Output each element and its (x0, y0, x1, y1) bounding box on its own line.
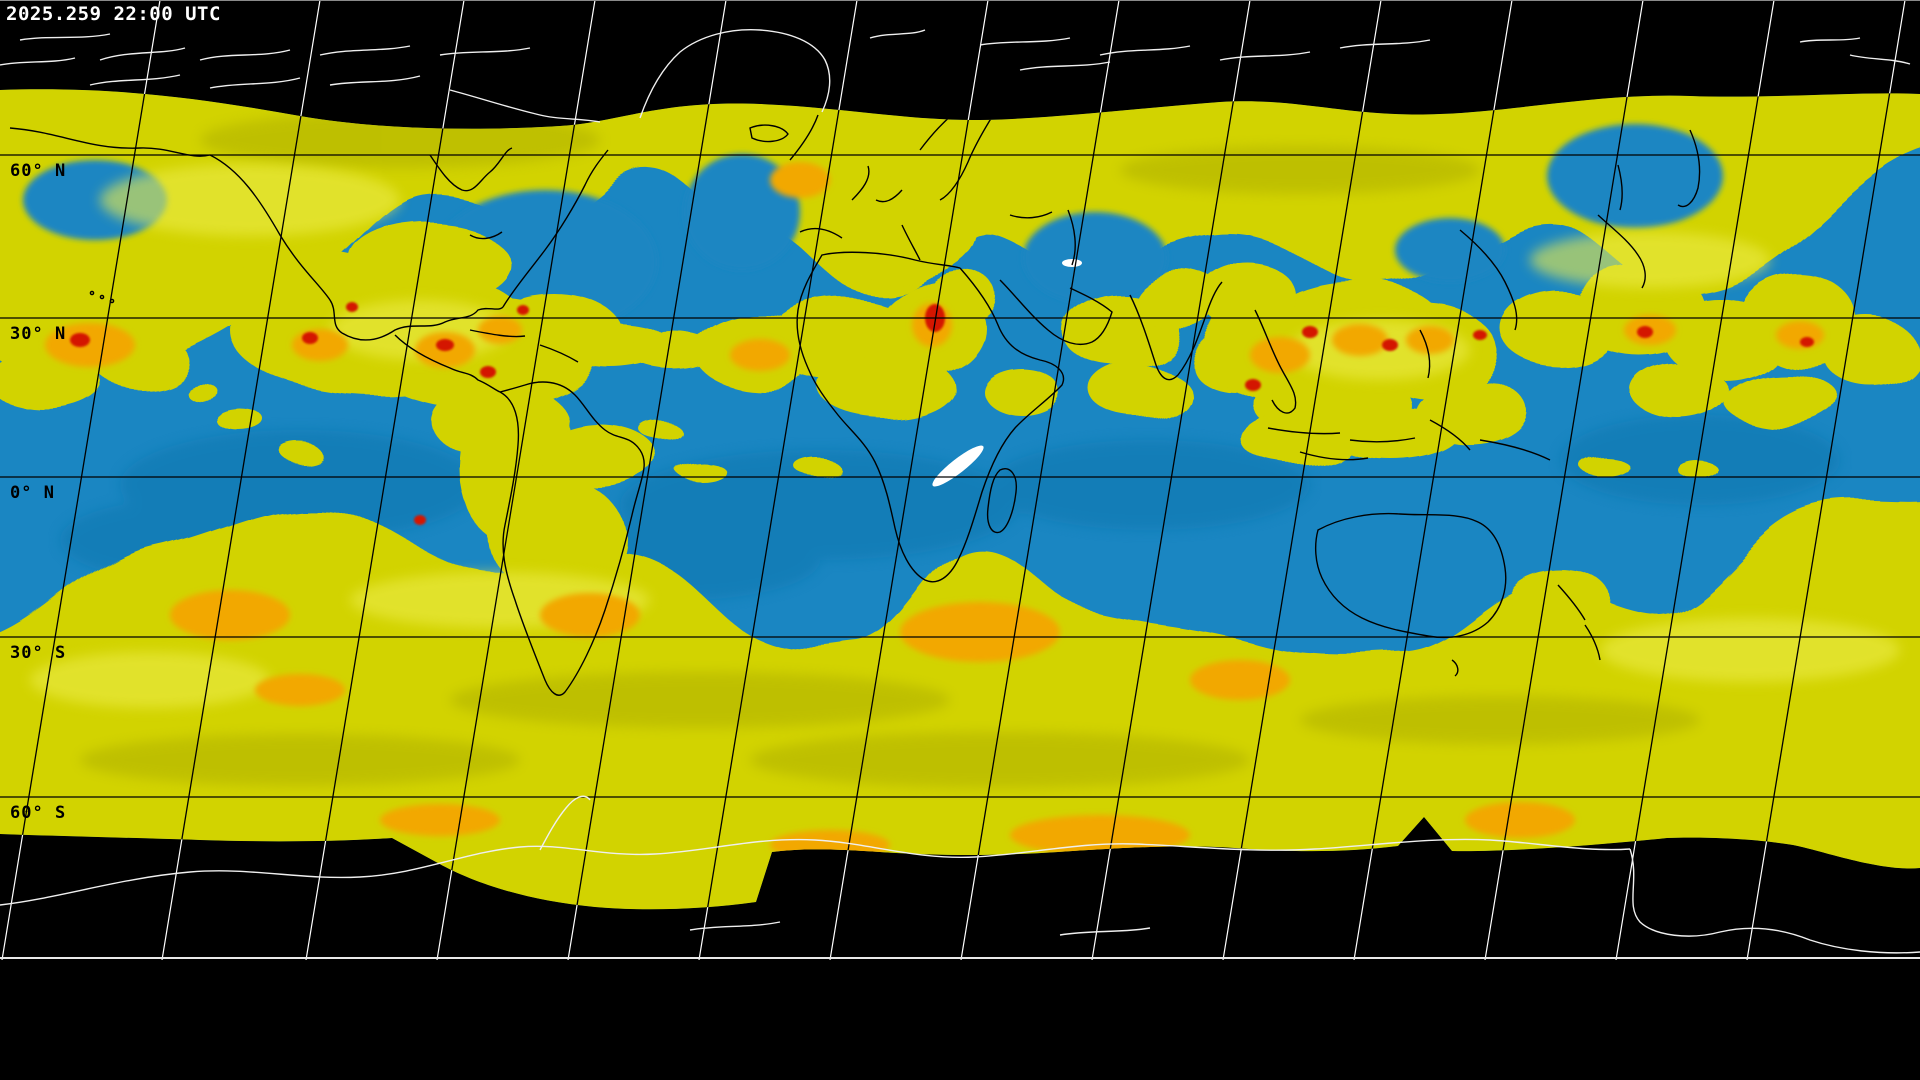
latitude-label: 60° N (10, 161, 66, 181)
latitude-label: 30° N (10, 324, 66, 344)
meridian-line (1091, 89, 1251, 910)
red-convection-cores (70, 302, 1814, 525)
meridian-line (698, 89, 858, 910)
map-top-border (0, 0, 1920, 1)
meridian-line (1353, 89, 1513, 910)
coastlines-over-void (0, 28, 1920, 954)
world-water-vapor-map: 60° N 30° N 0° N 30° S 60° S (0, 0, 1920, 960)
coastlines-over-data (9, 99, 1701, 696)
meridian-line (1222, 89, 1382, 910)
meridian-line (161, 89, 321, 910)
latitude-labels: 60° N 30° N 0° N 30° S 60° S (10, 161, 66, 823)
latitude-label: 0° N (10, 483, 55, 503)
meridian-line (1746, 89, 1906, 910)
meridian-line (829, 89, 989, 910)
satellite-data-layer (0, 0, 1920, 960)
meridian-line (1615, 89, 1775, 910)
north-band-blue-gaps (23, 124, 1723, 334)
tropical-convection-clusters (0, 144, 1918, 630)
meridian-line (567, 89, 727, 910)
meridian-line (1484, 89, 1644, 910)
latitude-label: 60° S (10, 803, 66, 823)
graticule-over-data (0, 0, 1920, 960)
meridian-line (305, 89, 465, 910)
map-area: 60° N 30° N 0° N 30° S 60° S 2025.259 22:00 … (0, 0, 1920, 960)
meridian-line (1, 89, 161, 910)
meridian-line (436, 89, 596, 910)
timestamp: 2025.259 22:00 UTC (6, 3, 221, 25)
olive-texture-streaks (80, 112, 1700, 788)
meridian-line (960, 89, 1120, 910)
latitude-label: 30° S (10, 643, 66, 663)
colorbar-area: Brightness Temperature in 6.75um, Kelvin… (0, 960, 1920, 1080)
bright-cloud-highlights (30, 164, 1900, 708)
map-bottom-border (0, 957, 1920, 959)
